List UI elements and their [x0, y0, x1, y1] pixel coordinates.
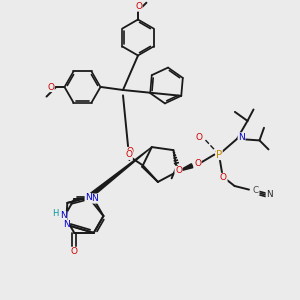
Text: H: H — [52, 209, 58, 218]
Text: O: O — [196, 133, 203, 142]
Text: N: N — [238, 133, 245, 142]
Text: O: O — [135, 2, 142, 11]
Text: N: N — [91, 194, 98, 203]
Text: N: N — [63, 220, 69, 229]
Text: O: O — [71, 247, 78, 256]
Text: N: N — [60, 212, 67, 220]
Polygon shape — [87, 147, 152, 199]
Text: O: O — [194, 159, 201, 168]
Text: O: O — [125, 150, 132, 159]
Text: O: O — [175, 166, 182, 175]
Text: O: O — [127, 147, 134, 156]
Polygon shape — [177, 164, 193, 172]
Text: N: N — [266, 190, 273, 199]
Text: P: P — [216, 149, 222, 160]
Text: O: O — [220, 173, 227, 182]
Text: C: C — [253, 186, 259, 195]
Text: N: N — [85, 194, 92, 202]
Text: O: O — [47, 82, 54, 91]
